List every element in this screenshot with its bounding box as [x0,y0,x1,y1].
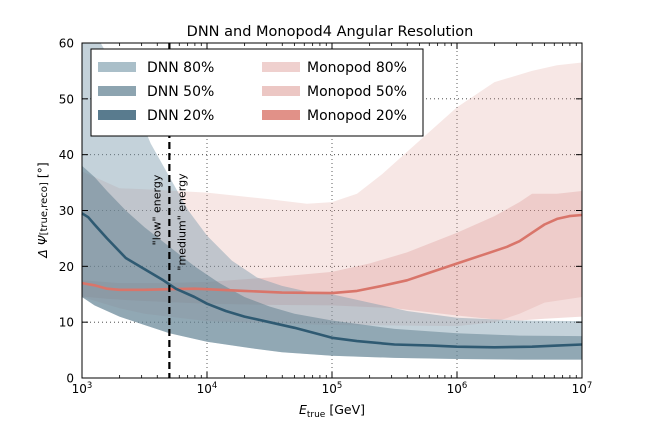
y-tick-label: 30 [59,204,74,218]
y-tick-label: 50 [59,92,74,106]
legend-swatch-monopod-80 [262,62,300,72]
y-tick-label: 0 [66,372,74,386]
band-monopod-80 [82,62,582,327]
legend-swatch-dnn-80 [98,62,136,72]
legend-label-monopod-80: Monopod 80% [307,60,407,76]
y-tick-label: 10 [59,316,74,330]
series-lines [81,212,583,349]
legend-label-dnn-20: DNN 20% [147,108,214,124]
x-tick-label: 107 [572,381,593,396]
legend-label-dnn-80: DNN 80% [147,60,214,76]
line-monopod-20 [81,213,583,295]
axis-ticks: 103 104 105 106 107 0 10 20 30 40 50 60 [59,37,593,397]
grid-lines [82,43,582,378]
x-tick-label: 103 [72,381,93,396]
y-axis-label-sub: [true,reco] [39,182,50,235]
x-tick-label: 104 [197,381,218,396]
chart-title: DNN and Monopod4 Angular Resolution [187,24,474,40]
x-tick-label: 106 [447,381,468,396]
legend: DNN 80% DNN 50% DNN 20% Monopod 80% Monopod … [90,48,424,137]
legend-swatch-monopod-50 [262,86,300,96]
legend-label-dnn-50: DNN 50% [147,84,214,100]
y-tick-label: 60 [59,37,74,51]
legend-label-monopod-20: Monopod 20% [307,108,407,124]
x-tick-label: 105 [322,381,343,396]
threshold-label-low: "low" energy [150,174,163,245]
legend-swatch-monopod-20 [262,110,300,120]
x-axis-label-main: E [299,402,307,417]
x-axis-label-unit: [GeV] [325,402,365,417]
legend-box [90,48,424,137]
legend-swatch-dnn-50 [98,86,136,96]
line-dnn-20 [81,212,583,349]
x-axis-label: Etrue [GeV] [299,402,365,420]
y-tick-label: 40 [59,148,74,162]
y-tick-label: 20 [59,260,74,274]
y-axis-label-unit: [°] [35,162,50,182]
y-axis-label: Δ Ψ[true,reco] [°] [35,162,50,259]
threshold-label-medium: "medium" energy [175,173,188,271]
y-axis-label-main: Δ Ψ [35,234,50,259]
legend-label-monopod-50: Monopod 50% [307,84,407,100]
legend-swatch-dnn-20 [98,110,136,120]
band-dnn-50 [82,165,582,360]
x-axis-label-sub: true [307,410,326,420]
